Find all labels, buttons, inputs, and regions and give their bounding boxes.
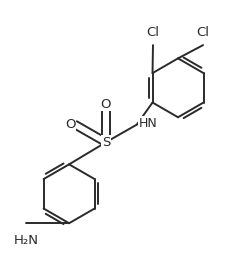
Text: H₂N: H₂N (14, 234, 39, 247)
Text: HN: HN (138, 117, 156, 130)
Text: Cl: Cl (196, 26, 209, 39)
Text: Cl: Cl (146, 26, 159, 39)
Text: O: O (100, 98, 111, 110)
Text: O: O (65, 118, 76, 131)
Text: S: S (101, 136, 110, 149)
